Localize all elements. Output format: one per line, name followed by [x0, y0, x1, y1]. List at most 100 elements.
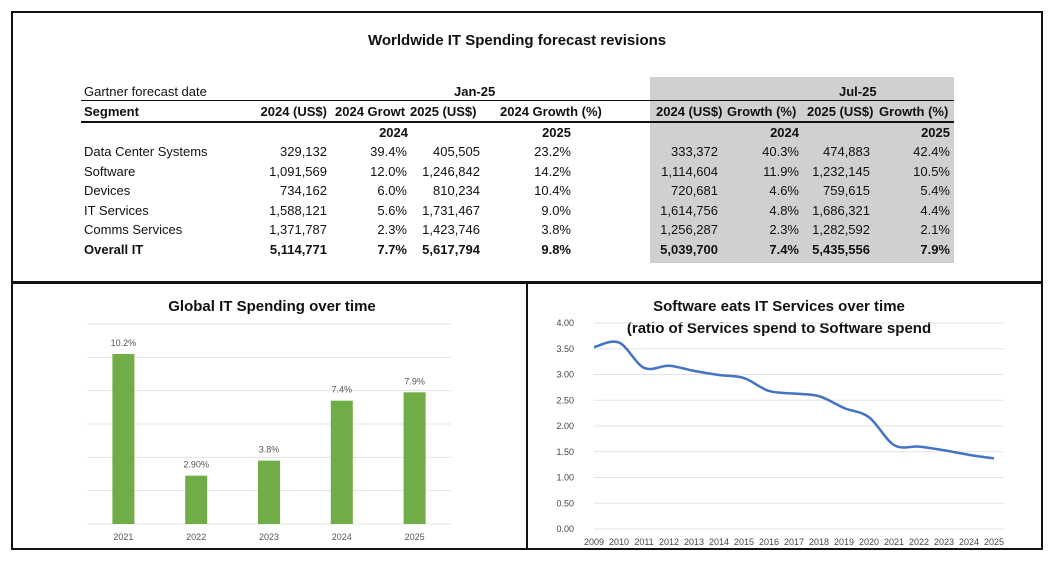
table-cell: 1,731,467: [422, 202, 480, 218]
row-segment: Comms Services: [84, 222, 183, 238]
table-cell: 333,372: [671, 144, 718, 159]
table-cell: 1,282,592: [812, 222, 870, 238]
bar-data-label: 10.2%: [111, 338, 137, 348]
table-cell: 3.8%: [541, 222, 571, 238]
y-tick-label: 3.00: [556, 370, 574, 380]
table-cell: 7.9%: [920, 242, 950, 257]
jul-label: Jul-25: [839, 84, 877, 99]
table-cell: 5,435,556: [812, 242, 870, 257]
x-tick-label: 2011: [634, 537, 653, 547]
table-cell: 14.2%: [534, 163, 571, 179]
table-title: Worldwide IT Spending forecast revisions: [368, 32, 667, 49]
x-tick-label: 2023: [259, 532, 279, 542]
header-jan-growth: 2024 Growth (%): [500, 104, 602, 119]
table-cell: 2.1%: [920, 222, 950, 238]
table-cell: 12.0%: [370, 163, 407, 179]
table-cell: 5.4%: [920, 183, 950, 199]
table-cell: 7.7%: [377, 242, 407, 257]
line-chart-subtitle: (ratio of Services spend to Software spe…: [627, 320, 931, 337]
forecast-table-panel: Worldwide IT Spending forecast revisions…: [11, 11, 1043, 283]
line-chart-panel: Software eats IT Services over time (rat…: [526, 282, 1043, 550]
line-chart: Software eats IT Services over time (rat…: [556, 298, 1004, 547]
table-cell: 10.4%: [534, 183, 571, 199]
y-tick-label: 1.50: [556, 447, 574, 457]
bar-chart-title: Global IT Spending over time: [168, 298, 376, 315]
table-cell: 11.9%: [763, 163, 799, 179]
x-tick-label: 2021: [113, 532, 133, 542]
x-tick-label: 2025: [984, 537, 1004, 547]
table-cell: 1,588,121: [269, 202, 327, 218]
bar-chart: Global IT Spending over time 10.2% 2021 2.…: [87, 298, 451, 542]
table-cell: 5,617,794: [422, 242, 480, 257]
x-tick-label: 2020: [859, 537, 879, 547]
x-tick-label: 2024: [959, 537, 979, 547]
y-tick-label: 0.00: [556, 524, 574, 534]
sub-jan-2025: 2025: [542, 125, 571, 140]
x-tick-label: 2023: [934, 537, 954, 547]
table-cell: 39.4%: [370, 144, 407, 159]
table-cell: 5,114,771: [269, 242, 327, 257]
table-cell: 1,232,145: [812, 163, 870, 179]
x-tick-label: 2022: [909, 537, 929, 547]
table-cell: 7.4%: [769, 242, 799, 257]
table-cell: 4.6%: [769, 183, 799, 199]
bar-data-label: 7.9%: [404, 376, 425, 386]
table-cell: 405,505: [433, 144, 480, 159]
table-cell: 23.2%: [534, 144, 571, 159]
header-jan-2024-usd: 2024 (US$): [260, 104, 327, 119]
table-cell: 734,162: [280, 183, 327, 199]
table-cell: 1,614,756: [660, 202, 718, 218]
header-jan-2025-usd: 2025 (US$): [410, 104, 477, 119]
row-segment: Software: [84, 163, 136, 179]
table-cell: 1,371,787: [269, 222, 327, 238]
bar: [112, 354, 135, 524]
row-segment: Overall IT: [84, 242, 144, 257]
x-tick-label: 2016: [759, 537, 779, 547]
bar-data-label: 3.8%: [259, 445, 280, 455]
x-tick-label: 2014: [709, 537, 729, 547]
header-segment: Segment: [84, 104, 139, 119]
x-tick-label: 2021: [884, 537, 904, 547]
row-segment: IT Services: [84, 202, 149, 218]
table-cell: 40.3%: [762, 144, 799, 159]
x-tick-label: 2013: [684, 537, 704, 547]
header-jul-2025-usd: 2025 (US$): [807, 104, 874, 119]
x-tick-label: 2018: [809, 537, 829, 547]
bar: [330, 400, 353, 524]
table-cell: 4.4%: [920, 202, 950, 218]
sub-jul-2025: 2025: [921, 125, 950, 140]
table-cell: 1,091,569: [269, 163, 327, 179]
table-cell: 4.8%: [769, 202, 799, 218]
sub-jul-2024: 2024: [770, 125, 799, 140]
table-cell: 10.5%: [913, 163, 950, 179]
table-cell: 474,883: [823, 144, 870, 159]
x-tick-label: 2012: [659, 537, 679, 547]
table-cell: 1,246,842: [422, 163, 480, 179]
table-cell: 5,039,700: [660, 242, 718, 257]
x-tick-label: 2017: [784, 537, 804, 547]
table-cell: 1,256,287: [660, 222, 718, 238]
table-cell: 720,681: [671, 183, 718, 199]
header-jul-2024-usd: 2024 (US$): [656, 104, 723, 119]
table-cell: 1,423,746: [422, 222, 480, 238]
y-tick-label: 3.50: [556, 344, 574, 354]
x-tick-label: 2015: [734, 537, 754, 547]
x-tick-label: 2019: [834, 537, 854, 547]
y-tick-label: 2.50: [556, 395, 574, 405]
x-tick-label: 2009: [584, 537, 604, 547]
x-tick-label: 2010: [609, 537, 629, 547]
row-segment: Devices: [84, 183, 131, 199]
table-cell: 810,234: [433, 183, 480, 199]
table-cell: 42.4%: [913, 144, 950, 159]
line-chart-title: Software eats IT Services over time: [653, 298, 905, 315]
jan-label: Jan-25: [454, 84, 496, 99]
y-tick-label: 4.00: [556, 318, 574, 328]
header-jul-growth-2024: Growth (%): [727, 104, 797, 119]
y-tick-label: 2.00: [556, 421, 574, 431]
sub-jan-2024: 2024: [379, 125, 408, 140]
table-cell: 1,686,321: [812, 202, 870, 218]
header-bottom-rule: [81, 121, 954, 123]
table-cell: 2.3%: [769, 222, 799, 238]
bar: [185, 475, 208, 524]
table-cell: 9.8%: [541, 242, 571, 257]
